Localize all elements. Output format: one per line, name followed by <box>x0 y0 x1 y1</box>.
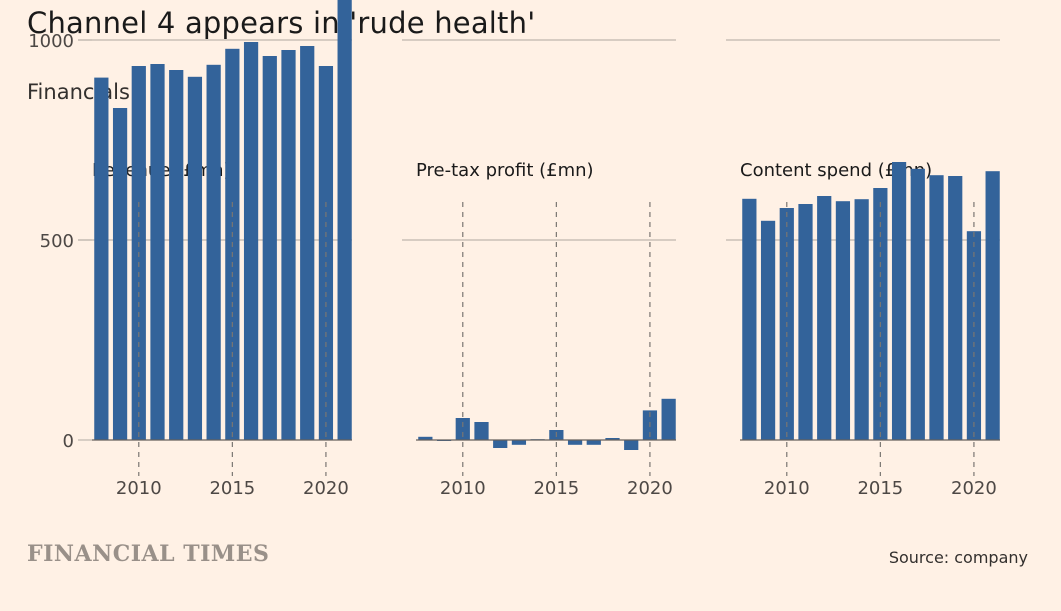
bar[interactable] <box>605 438 620 440</box>
bar[interactable] <box>300 46 315 440</box>
bar[interactable] <box>94 77 109 440</box>
bar[interactable] <box>661 398 676 440</box>
ft-logo: FINANCIAL TIMES <box>27 541 270 567</box>
bar[interactable] <box>624 440 639 450</box>
bar[interactable] <box>891 162 907 440</box>
bar[interactable] <box>511 440 527 445</box>
x-tick-label: 2015 <box>533 478 579 499</box>
bar[interactable] <box>985 171 1000 440</box>
y-tick-label: 1000 <box>28 31 74 52</box>
bar[interactable] <box>474 422 489 440</box>
panel-title-2: Content spend (£mn) <box>740 160 932 181</box>
bar[interactable] <box>281 50 296 440</box>
bar[interactable] <box>586 440 601 445</box>
bar[interactable] <box>187 76 203 441</box>
bar[interactable] <box>455 418 470 440</box>
chart-title: Channel 4 appears in 'rude health' <box>27 6 536 40</box>
bar[interactable] <box>817 196 832 440</box>
source-note: Source: company <box>888 548 1028 567</box>
x-tick-label: 2010 <box>440 478 486 499</box>
y-tick-label: 0 <box>63 431 74 452</box>
bar[interactable] <box>929 175 944 440</box>
bar[interactable] <box>169 70 184 440</box>
x-tick-label: 2020 <box>627 478 673 499</box>
bar[interactable] <box>262 56 277 440</box>
chart-subtitle: Financials <box>27 80 130 104</box>
bar[interactable] <box>910 168 925 441</box>
bar[interactable] <box>742 198 757 440</box>
bar[interactable] <box>493 440 508 448</box>
bar[interactable] <box>854 199 869 440</box>
y-tick-label: 500 <box>40 231 74 252</box>
bar[interactable] <box>948 176 963 440</box>
bar[interactable] <box>206 64 221 441</box>
x-tick-label: 2015 <box>857 478 903 499</box>
bar[interactable] <box>567 440 583 445</box>
x-tick-label: 2015 <box>209 478 255 499</box>
bar[interactable] <box>112 108 128 440</box>
panel-title-1: Pre-tax profit (£mn) <box>416 160 594 181</box>
bar[interactable] <box>760 220 776 440</box>
bar[interactable] <box>798 204 813 440</box>
x-tick-label: 2010 <box>116 478 162 499</box>
bar[interactable] <box>243 42 259 440</box>
bar[interactable] <box>337 0 352 440</box>
x-tick-label: 2010 <box>764 478 810 499</box>
x-tick-label: 2020 <box>303 478 349 499</box>
x-tick-label: 2020 <box>951 478 997 499</box>
bar[interactable] <box>835 201 851 440</box>
bar[interactable] <box>150 64 165 440</box>
bar[interactable] <box>418 436 433 440</box>
